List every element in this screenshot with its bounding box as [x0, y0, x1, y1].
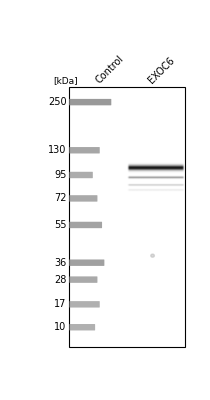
Text: [kDa]: [kDa]: [53, 76, 78, 85]
Text: Control: Control: [93, 53, 125, 85]
Text: 130: 130: [48, 145, 66, 155]
FancyBboxPatch shape: [69, 260, 104, 266]
FancyBboxPatch shape: [69, 147, 100, 154]
Text: 55: 55: [54, 220, 66, 230]
FancyBboxPatch shape: [69, 276, 97, 283]
FancyBboxPatch shape: [69, 222, 102, 228]
FancyBboxPatch shape: [69, 195, 97, 202]
Text: 250: 250: [48, 97, 66, 107]
FancyBboxPatch shape: [69, 99, 111, 105]
Text: 17: 17: [54, 299, 66, 309]
Text: EXOC6: EXOC6: [147, 55, 177, 85]
Text: 10: 10: [54, 322, 66, 332]
Text: 36: 36: [54, 258, 66, 268]
Bar: [69, 86, 185, 347]
Ellipse shape: [151, 254, 154, 257]
FancyBboxPatch shape: [69, 172, 93, 178]
FancyBboxPatch shape: [69, 324, 95, 330]
Text: 28: 28: [54, 275, 66, 285]
Text: 72: 72: [54, 194, 66, 204]
FancyBboxPatch shape: [69, 301, 100, 308]
Text: 95: 95: [54, 170, 66, 180]
